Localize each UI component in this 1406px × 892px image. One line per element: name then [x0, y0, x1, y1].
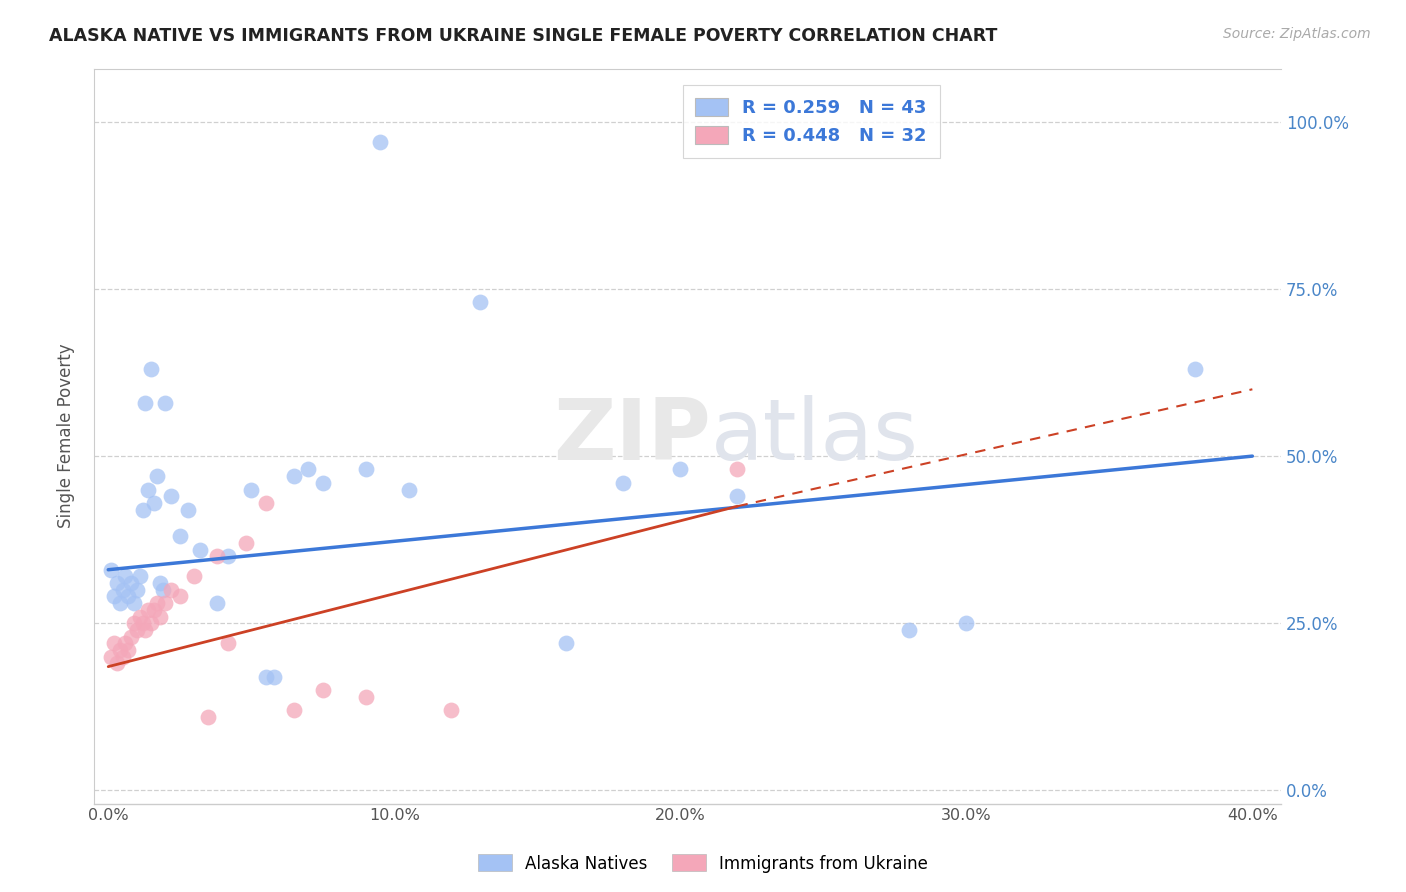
Point — [283, 703, 305, 717]
Point — [117, 590, 139, 604]
Point — [235, 536, 257, 550]
Point — [117, 643, 139, 657]
Point — [108, 596, 131, 610]
Point — [398, 483, 420, 497]
Point — [131, 502, 153, 516]
Point — [105, 657, 128, 671]
Y-axis label: Single Female Poverty: Single Female Poverty — [58, 343, 75, 528]
Point — [108, 643, 131, 657]
Point — [103, 590, 125, 604]
Point — [105, 576, 128, 591]
Point — [169, 590, 191, 604]
Point — [312, 683, 335, 698]
Point — [205, 549, 228, 564]
Legend: R = 0.259   N = 43, R = 0.448   N = 32: R = 0.259 N = 43, R = 0.448 N = 32 — [683, 85, 939, 158]
Point — [727, 462, 749, 476]
Text: ZIP: ZIP — [554, 394, 711, 477]
Point — [263, 670, 285, 684]
Point — [134, 623, 156, 637]
Point — [136, 483, 159, 497]
Point — [354, 690, 377, 704]
Point — [169, 529, 191, 543]
Point — [120, 576, 142, 591]
Point — [103, 636, 125, 650]
Point — [122, 596, 145, 610]
Point — [122, 616, 145, 631]
Point — [139, 362, 162, 376]
Point — [143, 603, 166, 617]
Point — [217, 549, 239, 564]
Point — [240, 483, 263, 497]
Point — [146, 596, 169, 610]
Point — [114, 636, 136, 650]
Point — [612, 475, 634, 490]
Point — [125, 623, 148, 637]
Text: ALASKA NATIVE VS IMMIGRANTS FROM UKRAINE SINGLE FEMALE POVERTY CORRELATION CHART: ALASKA NATIVE VS IMMIGRANTS FROM UKRAINE… — [49, 27, 998, 45]
Point — [100, 563, 122, 577]
Point — [217, 636, 239, 650]
Point — [554, 636, 576, 650]
Point — [183, 569, 205, 583]
Point — [727, 489, 749, 503]
Point — [149, 576, 172, 591]
Point — [111, 649, 134, 664]
Point — [354, 462, 377, 476]
Point — [312, 475, 335, 490]
Point — [205, 596, 228, 610]
Point — [898, 623, 921, 637]
Point — [155, 596, 177, 610]
Point — [120, 630, 142, 644]
Point — [111, 582, 134, 597]
Point — [100, 649, 122, 664]
Point — [149, 609, 172, 624]
Text: atlas: atlas — [711, 394, 920, 477]
Point — [136, 603, 159, 617]
Legend: Alaska Natives, Immigrants from Ukraine: Alaska Natives, Immigrants from Ukraine — [471, 847, 935, 880]
Point — [128, 609, 150, 624]
Point — [143, 496, 166, 510]
Point — [1184, 362, 1206, 376]
Point — [955, 616, 977, 631]
Point — [139, 616, 162, 631]
Point — [468, 295, 491, 310]
Point — [283, 469, 305, 483]
Point — [134, 395, 156, 409]
Point — [128, 569, 150, 583]
Point — [125, 582, 148, 597]
Point — [368, 135, 391, 149]
Point — [146, 469, 169, 483]
Point — [160, 489, 183, 503]
Point — [254, 496, 277, 510]
Point — [297, 462, 319, 476]
Point — [197, 710, 219, 724]
Point — [114, 569, 136, 583]
Point — [188, 542, 211, 557]
Point — [155, 395, 177, 409]
Point — [440, 703, 463, 717]
Point — [131, 616, 153, 631]
Point — [669, 462, 692, 476]
Point — [177, 502, 200, 516]
Point — [254, 670, 277, 684]
Point — [152, 582, 174, 597]
Point — [160, 582, 183, 597]
Text: Source: ZipAtlas.com: Source: ZipAtlas.com — [1223, 27, 1371, 41]
